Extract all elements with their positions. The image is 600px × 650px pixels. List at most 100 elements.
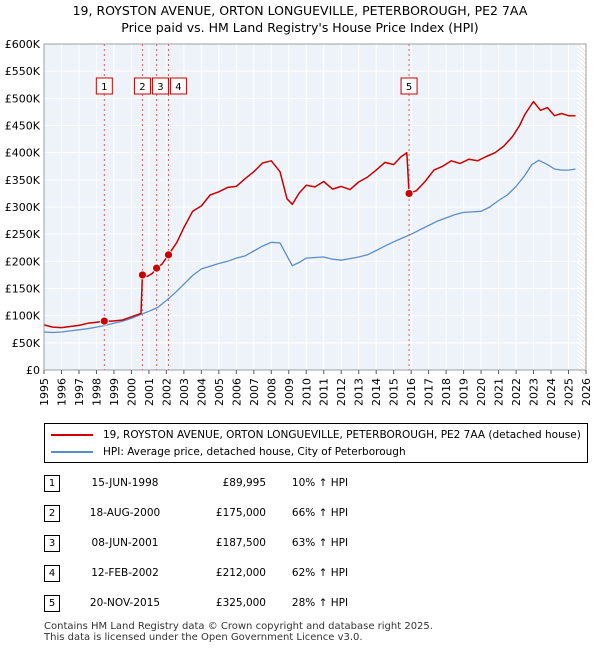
sale-number-badge: 4	[44, 565, 60, 582]
future-hatch-line	[577, 319, 587, 329]
sale-label-number: 2	[139, 82, 145, 93]
x-tick-label: 2002	[160, 378, 173, 406]
sale-date: 15-JUN-1998	[91, 477, 159, 489]
sale-label-number: 1	[101, 82, 107, 93]
future-hatch-line	[577, 163, 587, 173]
sale-hpi-change: 66% ↑ HPI	[291, 507, 349, 519]
sale-point	[404, 189, 414, 198]
y-tick-label: £0	[26, 364, 40, 377]
legend-swatch-hpi	[51, 451, 93, 453]
future-hatch-line	[577, 315, 587, 325]
sale-row: 3 08-JUN-2001 £187,500 63% ↑ HPI	[0, 534, 600, 554]
sale-price: £187,500	[215, 537, 266, 549]
future-hatch-line	[577, 351, 587, 361]
x-tick-label: 2015	[388, 378, 401, 406]
y-tick-label: £200K	[5, 255, 41, 268]
sale-point	[164, 250, 173, 260]
future-hatch-line	[577, 87, 587, 97]
x-tick-label: 2014	[370, 378, 383, 406]
future-hatch-line	[577, 331, 587, 341]
sale-price: £89,995	[222, 477, 266, 489]
future-hatch-line	[577, 303, 587, 313]
future-hatch-line	[577, 191, 587, 201]
footer-copyright: Contains HM Land Registry data © Crown c…	[44, 621, 433, 632]
future-hatch-line	[577, 327, 587, 337]
future-hatch-line	[577, 279, 587, 289]
future-hatch-line	[577, 231, 587, 241]
x-tick-label: 2010	[300, 378, 313, 406]
future-hatch-line	[577, 67, 587, 77]
y-tick-label: £300K	[5, 201, 41, 214]
property-series-line	[43, 100, 576, 329]
future-hatch-line	[577, 271, 587, 281]
future-hatch-line	[577, 47, 587, 57]
future-hatch-line	[577, 167, 587, 177]
future-hatch-line	[577, 143, 587, 153]
x-tick-label: 2024	[545, 378, 558, 406]
x-tick-label: 1996	[55, 378, 68, 406]
future-hatch-line	[577, 71, 587, 81]
sale-point	[99, 316, 109, 326]
sale-point	[152, 263, 161, 273]
x-tick-label: 2005	[213, 378, 226, 406]
sale-hpi-change: 62% ↑ HPI	[291, 567, 349, 579]
future-hatch-line	[577, 107, 587, 117]
future-hatch-line	[577, 367, 587, 377]
future-hatch-line	[577, 99, 587, 109]
future-hatch-line	[577, 75, 587, 85]
future-hatch-line	[577, 43, 587, 53]
future-hatch-line	[577, 155, 587, 165]
x-tick-label: 2007	[248, 378, 261, 406]
future-hatch-line	[577, 239, 587, 249]
sale-label-box	[151, 77, 169, 95]
x-tick-label: 2021	[493, 378, 506, 406]
x-tick-label: 2009	[283, 378, 296, 406]
future-hatch-line	[577, 207, 587, 217]
x-tick-label: 2022	[510, 378, 523, 406]
footer-license: This data is licensed under the Open Gov…	[44, 632, 363, 643]
y-tick-label: £150K	[5, 283, 41, 296]
future-hatch-line	[577, 103, 587, 113]
future-hatch-line	[577, 151, 587, 161]
legend-swatch-property	[51, 434, 93, 436]
y-tick-label: £450K	[5, 120, 41, 133]
future-hatch-line	[577, 115, 587, 125]
x-tick-label: 2006	[230, 378, 243, 406]
sale-row: 4 12-FEB-2002 £212,000 62% ↑ HPI	[0, 564, 600, 584]
price-chart: 1 2 3 4 5 £0 £50K £100K £150K £200K £250K £300K £35…	[5, 38, 593, 406]
x-tick-label: 2020	[475, 378, 488, 406]
y-tick-label: £50K	[12, 337, 41, 350]
future-hatch-line	[577, 179, 587, 189]
future-hatch-line	[577, 135, 587, 145]
chart-legend: 19, ROYSTON AVENUE, ORTON LONGUEVILLE, P…	[44, 423, 588, 463]
future-hatch-line	[577, 347, 587, 357]
sale-row: 2 18-AUG-2000 £175,000 66% ↑ HPI	[0, 504, 600, 524]
plot-frame	[43, 43, 587, 371]
x-tick-label: 2018	[440, 378, 453, 406]
future-hatch-line	[577, 139, 587, 149]
future-hatch-line	[577, 147, 587, 157]
legend-label-hpi: HPI: Average price, detached house, City…	[103, 446, 406, 458]
sale-label-number: 5	[406, 82, 412, 93]
future-hatch-line	[577, 295, 587, 305]
sale-number-badge: 2	[44, 505, 60, 522]
x-tick-label: 2025	[563, 378, 576, 406]
x-tick-label: 2008	[265, 378, 278, 406]
y-tick-label: £600K	[5, 38, 41, 51]
sale-label-number: 4	[175, 82, 181, 93]
future-hatch-line	[577, 131, 587, 141]
x-tick-label: 2011	[318, 378, 331, 406]
future-hatch-line	[577, 223, 587, 233]
future-hatch-line	[577, 235, 587, 245]
x-tick-label: 2000	[125, 378, 138, 406]
x-tick-label: 2017	[423, 378, 436, 406]
sale-number-badge: 3	[44, 535, 60, 552]
future-hatch-line	[577, 307, 587, 317]
future-hatch-line	[577, 127, 587, 137]
future-hatch-line	[577, 267, 587, 277]
x-tick-label: 2004	[195, 378, 208, 406]
sale-hpi-change: 63% ↑ HPI	[291, 537, 349, 549]
x-tick-label: 1999	[108, 378, 121, 406]
x-tick-label: 2026	[580, 378, 593, 406]
sale-price: £175,000	[215, 507, 266, 519]
